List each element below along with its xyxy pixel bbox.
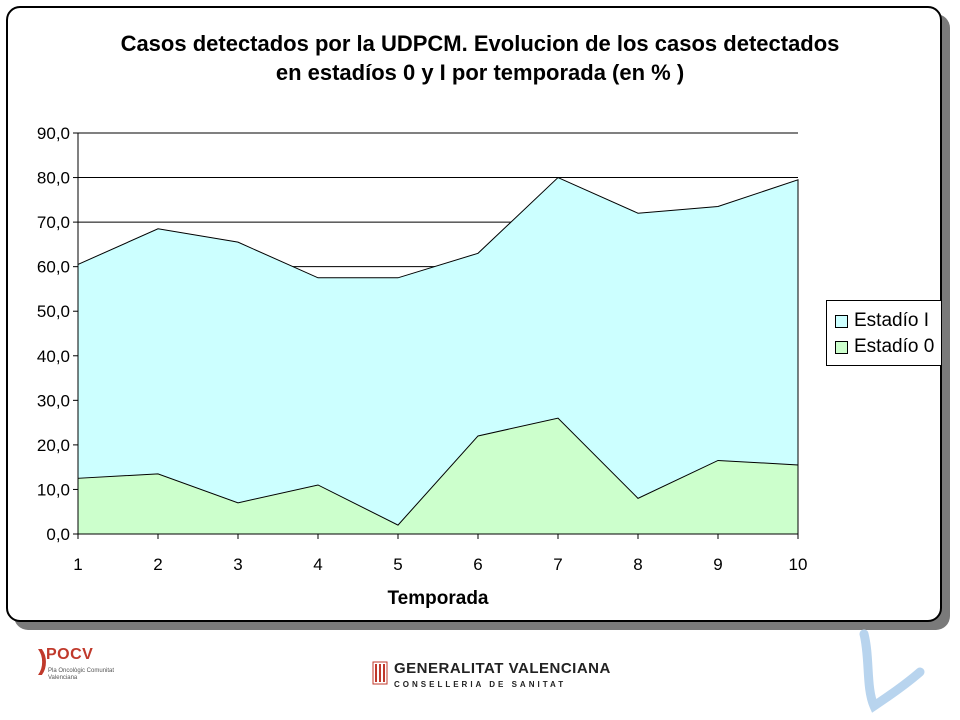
area-chart: 0,010,020,030,040,050,060,070,080,090,0 … xyxy=(37,124,808,609)
legend-item-estadio-0: Estadío 0 xyxy=(835,334,941,360)
pocv-logo: ) POCV Pla Oncològic Comunitat Valencian… xyxy=(38,644,118,692)
y-tick-label: 70,0 xyxy=(37,213,70,232)
area-series-estadio-i xyxy=(77,176,799,535)
y-tick-label: 90,0 xyxy=(37,124,70,143)
x-tick-label: 3 xyxy=(233,555,242,574)
generalitat-logo: GENERALITAT VALENCIANA CONSELLERIA DE SA… xyxy=(372,660,610,696)
generalitat-shield-icon xyxy=(372,661,388,685)
x-tick-label: 1 xyxy=(73,555,82,574)
legend-swatch-estadio-0 xyxy=(835,340,848,354)
legend-label-estadio-0: Estadío 0 xyxy=(854,336,935,357)
swoosh-icon xyxy=(859,629,925,713)
x-tick-label: 8 xyxy=(633,555,642,574)
x-axis-label: Temporada xyxy=(387,588,488,609)
pocv-bracket-icon: ) xyxy=(38,644,48,675)
chart-title-line-1: Casos detectados por la UDPCM. Evolucion… xyxy=(120,31,840,56)
conselleria-name: CONSELLERIA DE SANITAT xyxy=(394,680,567,689)
y-tick-label: 80,0 xyxy=(37,169,70,188)
x-tick-label: 5 xyxy=(393,555,402,574)
x-tick-label: 6 xyxy=(473,555,482,574)
generalitat-name: GENERALITAT VALENCIANA xyxy=(394,660,611,677)
y-tick-label: 20,0 xyxy=(37,436,70,455)
y-tick-label: 0,0 xyxy=(46,525,70,544)
pocv-logo-text: POCV xyxy=(46,646,94,663)
chart-title-line-2: en estadíos 0 y I por temporada (en % ) xyxy=(275,60,685,85)
y-tick-label: 30,0 xyxy=(37,391,70,410)
x-tick-label: 7 xyxy=(553,555,562,574)
y-tick-label: 40,0 xyxy=(37,347,70,366)
y-tick-label: 60,0 xyxy=(37,258,70,277)
legend-swatch-estadio-i xyxy=(835,314,848,328)
pocv-logo-subtitle: Pla Oncològic Comunitat Valenciana xyxy=(48,668,115,681)
chart-title: Casos detectados por la UDPCM. Evolucion… xyxy=(0,29,960,87)
area-series-estadio-0 xyxy=(77,417,799,535)
chart-legend: Estadío I Estadío 0 xyxy=(826,300,942,366)
legend-item-estadio-i: Estadío I xyxy=(835,308,941,334)
y-tick-label: 10,0 xyxy=(37,480,70,499)
x-tick-label: 10 xyxy=(789,555,808,574)
x-tick-label: 9 xyxy=(713,555,722,574)
y-tick-label: 50,0 xyxy=(37,302,70,321)
legend-label-estadio-i: Estadío I xyxy=(854,310,929,331)
x-tick-label: 4 xyxy=(313,555,322,574)
x-tick-label: 2 xyxy=(153,555,162,574)
